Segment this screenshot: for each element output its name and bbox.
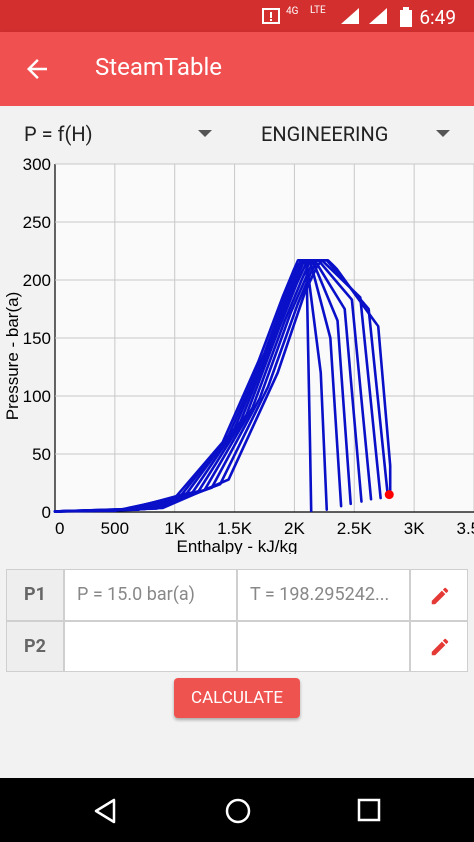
chart-svg: 0 500 1K 1.5K 2K 2.5K 3K 3.5K 0 50 100 150 200 250 300… — [3, 155, 474, 556]
nav-recents-icon[interactable] — [357, 798, 381, 822]
p1-input-field[interactable]: P = 15.0 bar(a) — [64, 569, 237, 621]
nav-home-icon[interactable] — [224, 797, 252, 825]
row-label-p1: P1 — [6, 569, 64, 621]
isotherm-line-9 — [53, 258, 392, 513]
selector-row: P = f(H) ENGINEERING — [0, 106, 474, 162]
y-tick-label: 100 — [23, 387, 51, 406]
x-axis-label: Enthalpy - kJ/kg — [177, 537, 298, 554]
back-arrow-icon[interactable] — [22, 54, 52, 84]
y-tick-label: 0 — [42, 503, 51, 522]
calculate-button[interactable]: CALCULATE — [174, 678, 300, 718]
units-dropdown[interactable]: ENGINEERING — [240, 106, 474, 162]
clock: 6:49 — [419, 6, 456, 29]
chevron-down-icon — [436, 130, 450, 137]
x-tick-label: 2K — [284, 519, 305, 538]
pressure-enthalpy-chart[interactable]: 0 500 1K 1.5K 2K 2.5K 3K 3.5K 0 50 100 150 200 250 300… — [0, 155, 474, 556]
app-title: SteamTable — [95, 53, 223, 81]
x-tick-label: 1.5K — [217, 519, 253, 538]
y-tick-label: 150 — [23, 329, 51, 348]
results-table: P1 P = 15.0 bar(a) T = 198.295242... P2 — [6, 569, 468, 672]
p2-output-field — [237, 621, 410, 672]
edit-p1-button[interactable] — [410, 569, 468, 621]
pencil-icon — [431, 587, 449, 605]
app-bar: SteamTable — [0, 32, 474, 106]
y-tick-label: 300 — [23, 156, 51, 174]
p2-input-field[interactable] — [64, 621, 237, 672]
x-tick-label: 1K — [164, 519, 185, 538]
x-tick-label: 0 — [55, 519, 64, 538]
y-tick-label: 200 — [23, 271, 51, 290]
network-type-label: 4G — [286, 6, 299, 17]
notification-icon — [262, 8, 280, 24]
x-tick-label: 2.5K — [337, 519, 373, 538]
battery-icon — [400, 7, 412, 27]
x-tick-label: 500 — [101, 519, 129, 538]
lte-label: LTE — [310, 5, 326, 16]
p1-output-field: T = 198.295242... — [237, 569, 410, 621]
chevron-down-icon — [198, 130, 212, 137]
state-point-marker — [384, 490, 394, 500]
pencil-icon — [431, 638, 449, 656]
y-tick-label: 50 — [32, 445, 51, 464]
signal-icon-2 — [369, 8, 387, 24]
function-dropdown-value: P = f(H) — [24, 122, 93, 146]
y-axis-label: Pressure - bar(a) — [3, 292, 22, 420]
edit-p2-button[interactable] — [410, 621, 468, 672]
function-dropdown[interactable]: P = f(H) — [0, 106, 230, 162]
system-nav-bar — [0, 778, 474, 842]
units-dropdown-value: ENGINEERING — [261, 122, 389, 146]
row-label-p2: P2 — [6, 621, 64, 672]
signal-icon — [341, 8, 359, 24]
nav-back-icon[interactable] — [92, 798, 118, 824]
x-tick-label: 3K — [404, 519, 425, 538]
status-bar: 4G LTE 6:49 — [0, 0, 474, 32]
x-tick-label: 3.5K — [457, 519, 474, 538]
y-tick-label: 250 — [23, 213, 51, 232]
